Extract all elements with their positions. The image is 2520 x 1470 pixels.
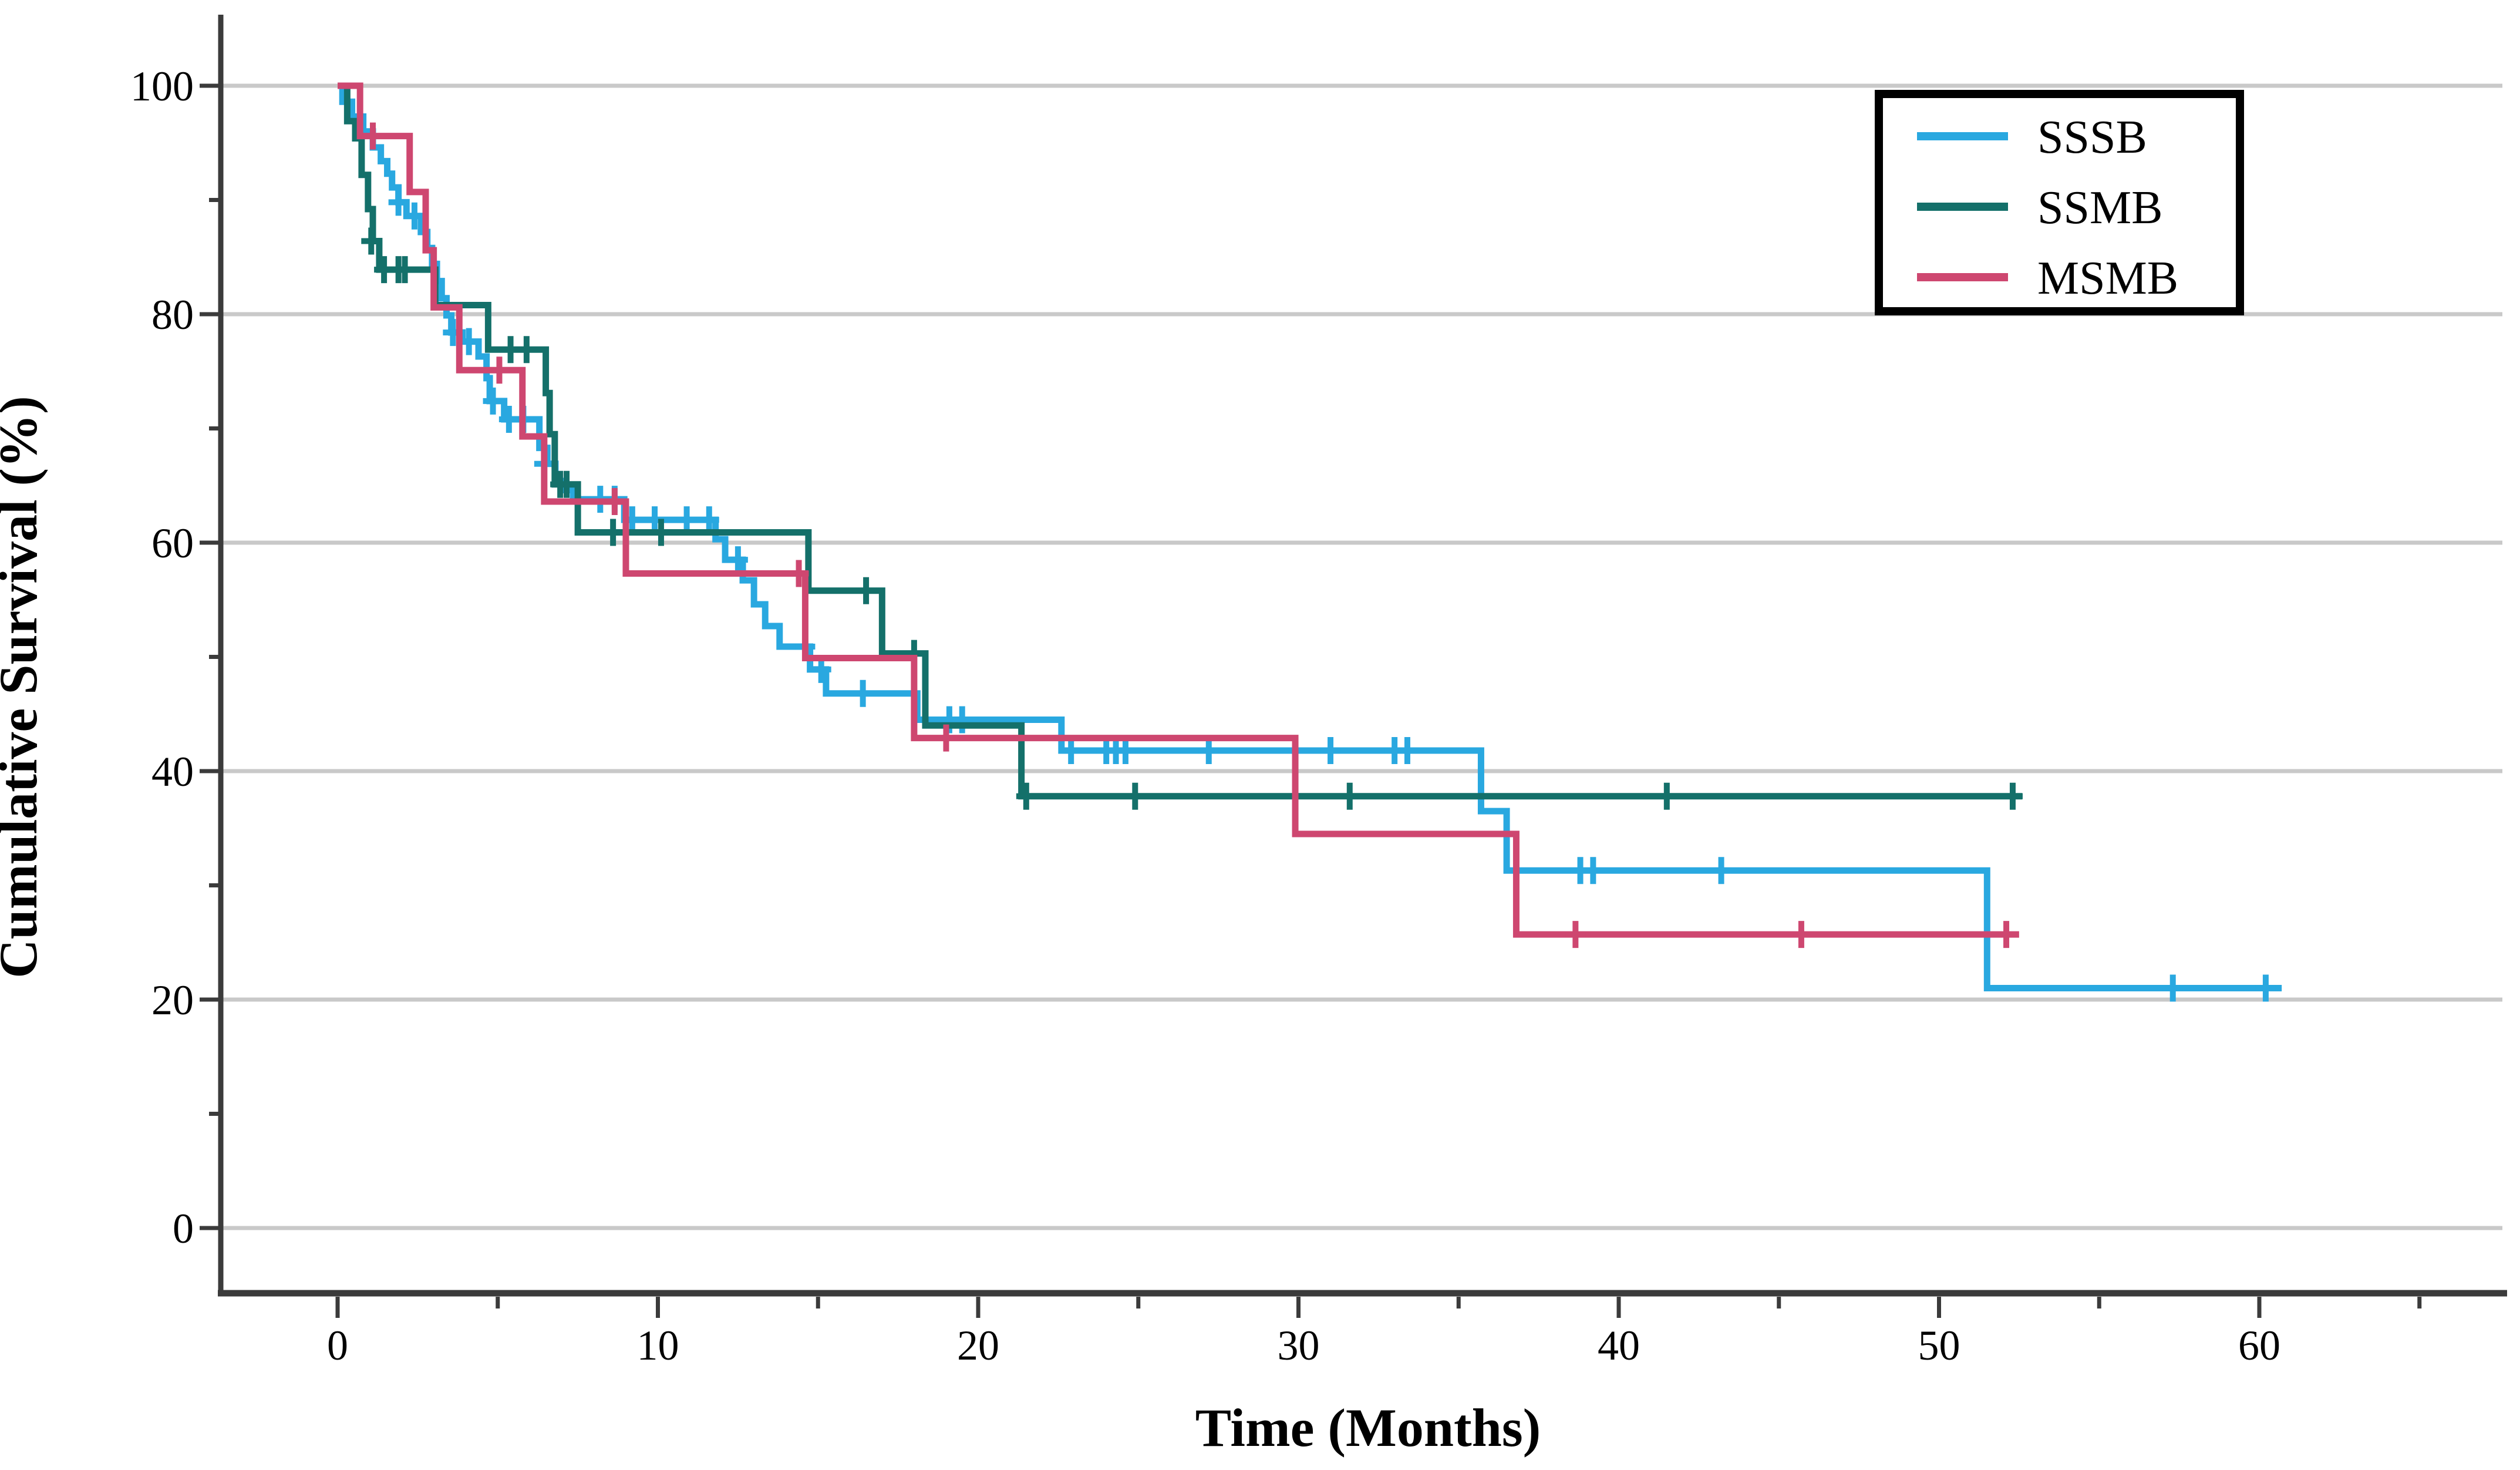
x-tick-label-20: 20 — [957, 1322, 999, 1369]
x-tick-label-30: 30 — [1278, 1322, 1320, 1369]
x-axis-title: Time (Months) — [1195, 1398, 1541, 1458]
y-tick-label-40: 40 — [151, 748, 194, 795]
series-msmb — [338, 82, 2019, 948]
axes-group: 0 20 40 60 80 100 0 10 20 30 40 50 60 — [130, 15, 2507, 1369]
legend-label-sssb: SSSB — [2037, 112, 2147, 163]
series-msmb-censors — [363, 122, 2017, 948]
legend-entry-msmb: MSMB — [1917, 253, 2178, 304]
x-tick-label-40: 40 — [1598, 1322, 1640, 1369]
y-axis-title: Cumulative Survival (%) — [0, 396, 48, 978]
y-tick-label-60: 60 — [151, 520, 194, 567]
y-tick-label-100: 100 — [130, 63, 194, 110]
x-tick-label-10: 10 — [637, 1322, 679, 1369]
series-ssmb — [338, 82, 2023, 810]
x-tick-label-50: 50 — [1918, 1322, 1960, 1369]
x-tick-label-0: 0 — [327, 1322, 348, 1369]
series-ssmb-censors — [361, 227, 2023, 810]
y-tick-label-0: 0 — [173, 1205, 194, 1252]
series-sssb — [338, 82, 2282, 1002]
x-tick-label-60: 60 — [2238, 1322, 2280, 1369]
legend-label-msmb: MSMB — [2037, 253, 2178, 304]
legend-label-ssmb: SSMB — [2037, 182, 2162, 234]
series-msmb-line — [338, 82, 2019, 938]
series-group — [338, 82, 2282, 1002]
gridlines-group — [223, 83, 2502, 1230]
legend-entry-sssb: SSSB — [1917, 112, 2147, 163]
legend-entry-ssmb: SSMB — [1917, 182, 2162, 234]
legend: SSSB SSMB MSMB — [1875, 90, 2244, 315]
y-tick-label-20: 20 — [151, 977, 194, 1024]
y-tick-label-80: 80 — [151, 291, 194, 338]
